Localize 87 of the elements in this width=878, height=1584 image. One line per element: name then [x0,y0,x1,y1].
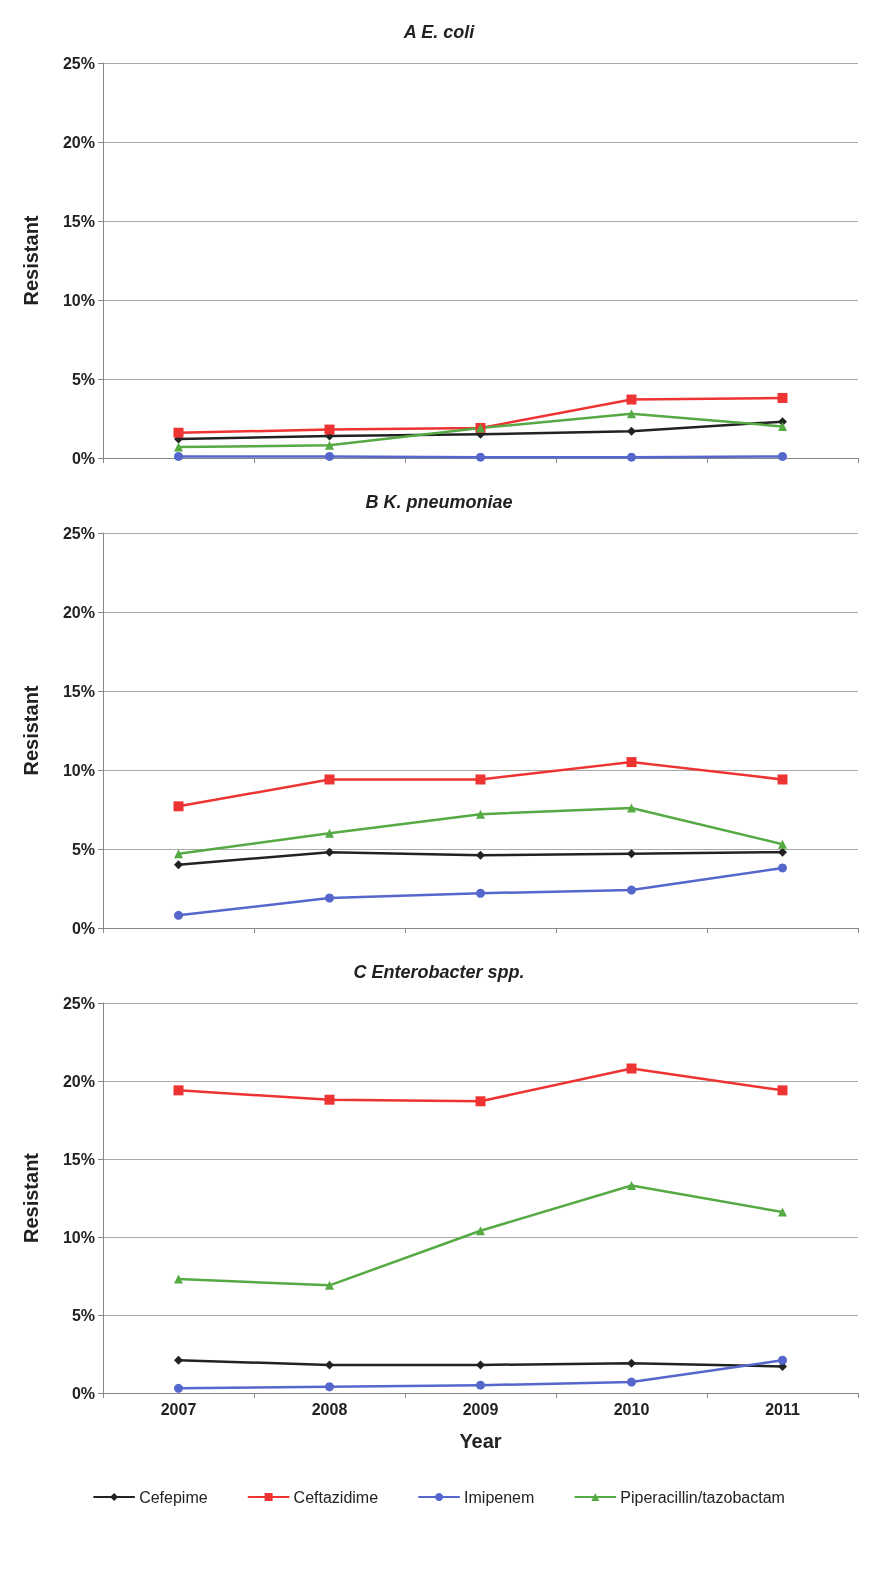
point [476,452,485,462]
x-tick-label: 2009 [462,1400,499,1418]
y-tick-label: 15% [62,212,95,230]
y-tick-label: 10% [62,1228,95,1246]
point [325,893,334,903]
y-tick-label: 25% [62,524,95,542]
point [324,1094,335,1105]
point [627,1377,636,1387]
point [778,421,787,431]
chart-title: C Enterobacter spp. [353,962,525,982]
point [475,774,486,785]
point [476,888,485,898]
y-tick-label: 5% [71,370,95,388]
point [325,847,334,857]
point [627,1181,636,1191]
point [325,1382,334,1392]
y-tick-label: 0% [71,449,95,467]
chart-title: A E. coli [402,22,476,42]
point [627,426,636,436]
point [174,860,183,870]
y-axis-title: Resistant [20,1152,42,1244]
point [174,1355,183,1365]
point [778,1207,787,1217]
point [174,442,183,452]
legend-label: Piperacillin/tazobactam [620,1488,785,1506]
point [476,850,485,860]
point [173,1085,184,1096]
point [174,1383,183,1393]
x-tick-label: 2010 [613,1400,650,1418]
point [777,392,788,403]
point [626,757,637,768]
point [627,409,636,419]
point [626,394,637,405]
y-tick-label: 5% [71,840,95,858]
x-axis-title: Year [459,1430,502,1452]
point [325,1360,334,1370]
point [325,440,334,450]
point [627,452,636,462]
point [627,849,636,859]
point [476,809,485,819]
y-tick-label: 25% [62,994,95,1012]
legend-label: Cefepime [139,1488,208,1506]
y-tick-label: 15% [62,682,95,700]
point [777,1085,788,1096]
chart-title: B K. pneumoniae [365,492,513,512]
y-axis-title: Resistant [20,685,42,776]
y-tick-label: 0% [71,919,95,937]
point [626,1063,637,1074]
point [778,863,787,873]
point [476,1360,485,1370]
point [324,774,335,785]
y-tick-label: 10% [62,761,95,779]
y-tick-label: 20% [62,133,95,151]
legend-label: Imipenem [464,1488,535,1506]
point [778,1355,787,1365]
point [174,849,183,859]
point [476,1226,485,1236]
point [475,1096,486,1107]
y-axis-title: Resistant [20,215,42,306]
point [778,839,787,849]
legend-label: Ceftazidime [293,1488,379,1506]
y-tick-label: 25% [62,54,95,72]
y-tick-label: 10% [62,291,95,309]
x-tick-label: 2011 [765,1400,800,1418]
point [173,801,184,812]
y-tick-label: 5% [71,1306,95,1324]
point [627,1358,636,1368]
point [174,910,183,920]
y-tick-label: 20% [62,603,95,621]
y-tick-label: 15% [62,1150,95,1168]
point [325,828,334,838]
point [627,885,636,895]
point [173,427,184,438]
point [476,1380,485,1390]
point [777,774,788,785]
point [324,424,335,435]
point [325,1280,334,1290]
point [627,803,636,813]
x-tick-label: 2007 [160,1400,197,1418]
x-tick-label: 2008 [311,1400,348,1418]
y-tick-label: 0% [71,1384,95,1402]
point [174,1274,183,1284]
point [325,451,334,461]
point [778,847,787,857]
point [778,451,787,461]
y-tick-label: 20% [62,1072,95,1090]
point [174,451,183,461]
